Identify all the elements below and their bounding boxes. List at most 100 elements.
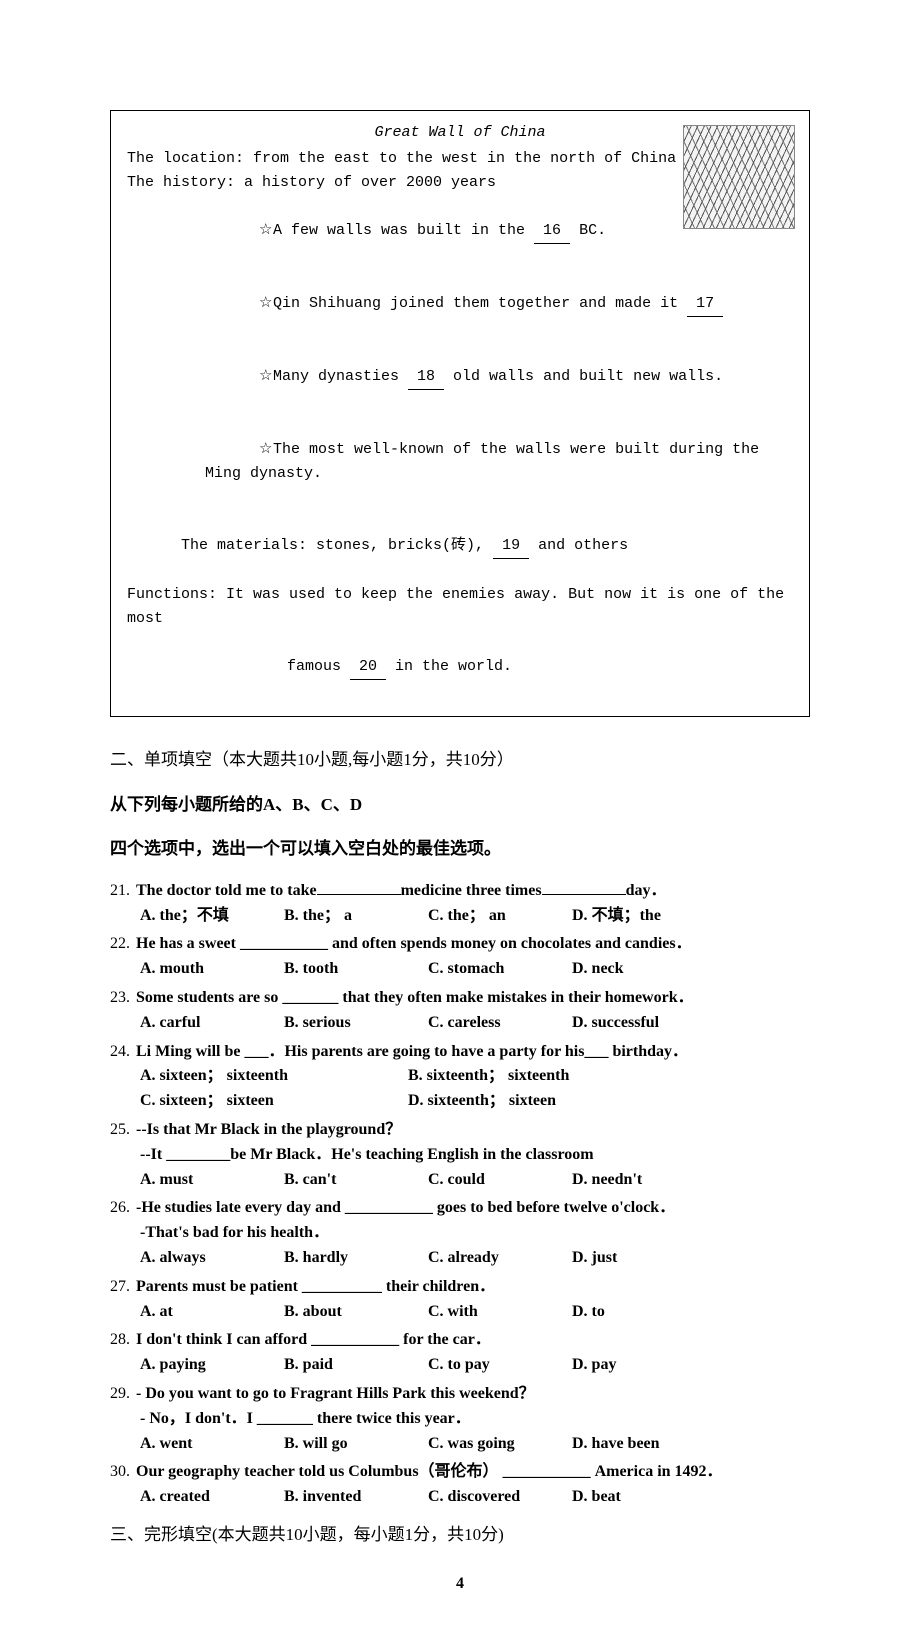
option-d: D. neck bbox=[572, 957, 712, 982]
option-c: C. the； an bbox=[428, 904, 568, 929]
text: ； bbox=[181, 904, 197, 929]
text: medicine three times bbox=[401, 882, 542, 899]
question-number: 28. bbox=[110, 1328, 132, 1353]
info-line: Functions: It was used to keep the enemi… bbox=[127, 583, 793, 631]
option-d: D. just bbox=[572, 1246, 712, 1271]
option-b: B. hardly bbox=[284, 1246, 424, 1271]
text: day． bbox=[626, 882, 667, 899]
question-stem: Parents must be patient __________ their… bbox=[136, 1278, 495, 1295]
text: D. sixteenth bbox=[408, 1092, 489, 1109]
option-a: A. sixteen； sixteenth bbox=[140, 1064, 404, 1089]
text: BC. bbox=[570, 222, 606, 239]
option-b: B. will go bbox=[284, 1432, 424, 1457]
page-container: Great Wall of China The location: from t… bbox=[0, 0, 920, 1625]
options-row: A. paying B. paid C. to pay D. pay bbox=[110, 1353, 810, 1378]
question-30: 30. Our geography teacher told us Columb… bbox=[110, 1460, 810, 1510]
info-line-bullet: ☆The most well-known of the walls were b… bbox=[127, 414, 793, 510]
text: Our geography teacher told us Columbus bbox=[136, 1463, 419, 1480]
option-a: A. the；不填 bbox=[140, 904, 280, 929]
options-row: A. must B. can't C. could D. needn't bbox=[110, 1168, 810, 1193]
blank-16: 16 bbox=[534, 219, 570, 244]
great-wall-illustration bbox=[683, 125, 795, 229]
text: and others bbox=[529, 537, 628, 554]
text: sixteenth bbox=[223, 1067, 288, 1084]
option-d: D. to bbox=[572, 1300, 712, 1325]
section-3-heading: 三、完形填空(本大题共10小题，每小题1分，共10分) bbox=[110, 1520, 810, 1551]
text: The doctor told me to take bbox=[136, 882, 317, 899]
star-icon: ☆ bbox=[259, 365, 271, 389]
dialog-line: --It ________be Mr Black．He's teaching E… bbox=[110, 1143, 810, 1168]
question-number: 26. bbox=[110, 1196, 132, 1221]
question-stem: He has a sweet ___________ and often spe… bbox=[136, 935, 692, 952]
option-d: D. 不填；the bbox=[572, 904, 712, 929]
option-d: D. sixteenth； sixteen bbox=[408, 1089, 672, 1114]
blank-18: 18 bbox=[408, 365, 444, 390]
blank-19: 19 bbox=[493, 534, 529, 559]
option-c: C. sixteen； sixteen bbox=[140, 1089, 404, 1114]
option-d: D. successful bbox=[572, 1011, 712, 1036]
text: （哥伦布） bbox=[419, 1463, 499, 1480]
option-a: A. carful bbox=[140, 1011, 280, 1036]
question-stem: --Is that Mr Black in the playground？ bbox=[136, 1121, 401, 1138]
option-a: A. created bbox=[140, 1485, 280, 1510]
question-number: 22. bbox=[110, 932, 132, 957]
page-number: 4 bbox=[0, 1572, 920, 1597]
star-icon: ☆ bbox=[259, 292, 271, 316]
question-22: 22. He has a sweet ___________ and often… bbox=[110, 932, 810, 982]
options-row: A. the；不填 B. the； a C. the； an D. 不填；the bbox=[110, 904, 810, 929]
question-stem: The doctor told me to take medicine three… bbox=[136, 882, 666, 899]
option-c: C. was going bbox=[428, 1432, 568, 1457]
question-number: 30. bbox=[110, 1460, 132, 1485]
text: Many dynasties bbox=[273, 368, 408, 385]
question-28: 28. I don't think I can afford _________… bbox=[110, 1328, 810, 1378]
star-icon: ☆ bbox=[259, 438, 271, 462]
text: C. the bbox=[428, 907, 469, 924]
option-a: A. must bbox=[140, 1168, 280, 1193]
option-b: B. sixteenth； sixteenth bbox=[408, 1064, 672, 1089]
question-stem: Our geography teacher told us Columbus（哥… bbox=[136, 1463, 723, 1480]
question-stem: I don't think I can afford ___________ f… bbox=[136, 1331, 491, 1348]
text: ； bbox=[324, 904, 340, 929]
text: ； bbox=[488, 1064, 504, 1089]
text: The most well-known of the walls were bu… bbox=[205, 441, 768, 482]
text: ； bbox=[207, 1064, 223, 1089]
option-d: D. needn't bbox=[572, 1168, 712, 1193]
question-26: 26. -He studies late every day and _____… bbox=[110, 1196, 810, 1270]
blank bbox=[542, 894, 626, 895]
question-stem: -He studies late every day and _________… bbox=[136, 1199, 675, 1216]
text: ； bbox=[207, 1089, 223, 1114]
text: ； bbox=[624, 904, 640, 929]
question-24: 24. Li Ming will be ___．His parents are … bbox=[110, 1040, 810, 1114]
options-row: A. went B. will go C. was going D. have … bbox=[110, 1432, 810, 1457]
text: a bbox=[340, 907, 352, 924]
text: Qin Shihuang joined them together and ma… bbox=[273, 295, 687, 312]
question-29: 29. - Do you want to go to Fragrant Hill… bbox=[110, 1382, 810, 1456]
options-row: A. carful B. serious C. careless D. succ… bbox=[110, 1011, 810, 1036]
text: ； bbox=[469, 904, 485, 929]
option-c: C. with bbox=[428, 1300, 568, 1325]
blank bbox=[317, 894, 401, 895]
info-line-bullet: ☆Many dynasties 18 old walls and built n… bbox=[127, 341, 793, 414]
option-a: A. at bbox=[140, 1300, 280, 1325]
option-b: B. tooth bbox=[284, 957, 424, 982]
info-line-bullet: ☆Qin Shihuang joined them together and m… bbox=[127, 268, 793, 341]
text: A few walls was built in the bbox=[273, 222, 534, 239]
star-icon: ☆ bbox=[259, 219, 271, 243]
question-stem: Some students are so _______ that they o… bbox=[136, 989, 694, 1006]
option-a: A. went bbox=[140, 1432, 280, 1457]
question-number: 27. bbox=[110, 1275, 132, 1300]
question-25: 25. --Is that Mr Black in the playground… bbox=[110, 1118, 810, 1192]
question-number: 23. bbox=[110, 986, 132, 1011]
options-row: A. always B. hardly C. already D. just bbox=[110, 1246, 810, 1271]
question-number: 21. bbox=[110, 879, 132, 904]
text: 不填 bbox=[592, 907, 624, 924]
dialog-line: - No，I don't．I _______ there twice this … bbox=[110, 1407, 810, 1432]
option-c: C. to pay bbox=[428, 1353, 568, 1378]
option-d: D. have been bbox=[572, 1432, 712, 1457]
option-d: D. beat bbox=[572, 1485, 712, 1510]
text: sixteen bbox=[505, 1092, 556, 1109]
text: B. the bbox=[284, 907, 324, 924]
text: D. bbox=[572, 907, 592, 924]
options-row: A. created B. invented C. discovered D. … bbox=[110, 1485, 810, 1510]
option-c: C. careless bbox=[428, 1011, 568, 1036]
